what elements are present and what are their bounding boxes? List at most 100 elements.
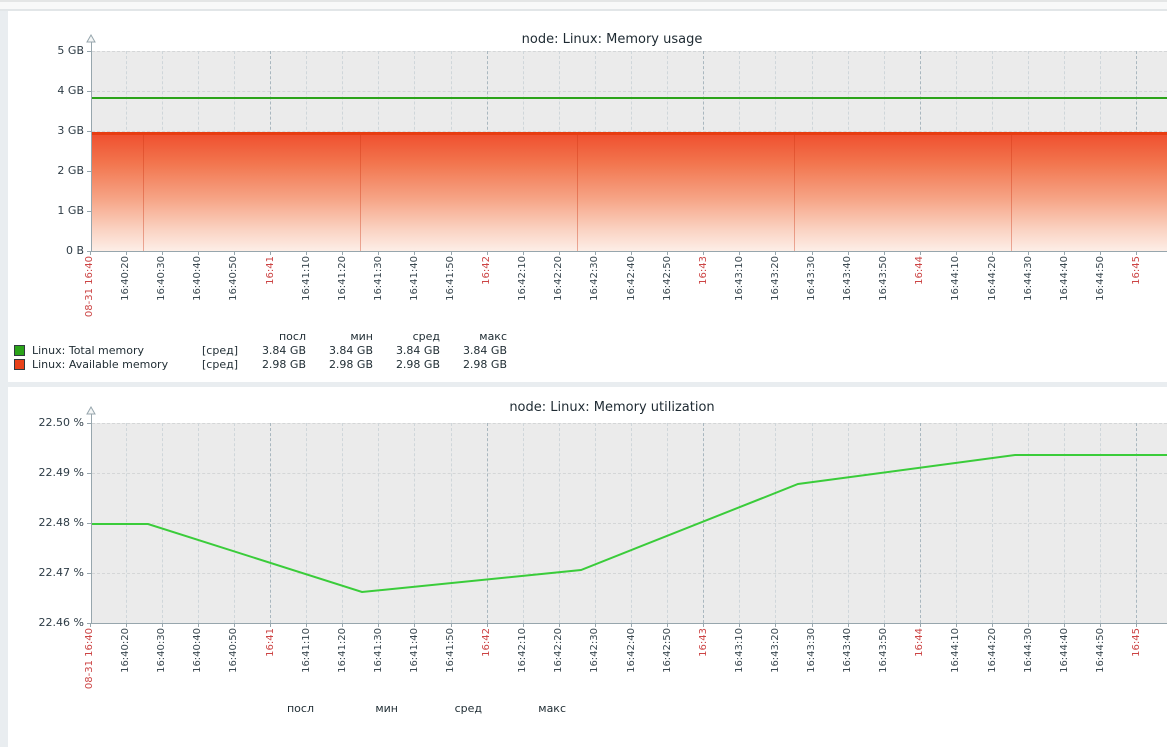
y-axis-label: 22.46 % bbox=[12, 616, 84, 630]
y-axis-tick bbox=[87, 91, 91, 92]
x-axis-tick bbox=[234, 624, 235, 627]
x-axis-label: 16:42:30 bbox=[588, 256, 601, 301]
x-axis-tick bbox=[162, 624, 163, 627]
gridline-vertical bbox=[342, 423, 343, 623]
legend-value: 3.84 GB bbox=[440, 344, 507, 357]
gridline-vertical bbox=[414, 423, 415, 623]
gridline-vertical bbox=[775, 423, 776, 623]
x-axis-label: 16:41:50 bbox=[444, 628, 457, 673]
gridline-horizontal bbox=[92, 91, 1167, 92]
x-axis-label: 16:44:40 bbox=[1058, 628, 1071, 673]
legend-header-cell: сред bbox=[373, 330, 440, 343]
x-axis-tick bbox=[1064, 252, 1065, 255]
gridline-vertical bbox=[595, 423, 596, 623]
x-axis-tick bbox=[342, 252, 343, 255]
x-axis-label: 16:44:40 bbox=[1058, 256, 1071, 301]
gridline-horizontal bbox=[92, 523, 1167, 524]
y-axis-tick bbox=[87, 251, 91, 252]
x-axis-label: 16:44:30 bbox=[1022, 256, 1035, 301]
x-axis-label: 16:45 bbox=[1130, 628, 1143, 657]
gridline-vertical bbox=[523, 423, 524, 623]
x-axis-tick bbox=[342, 624, 343, 627]
x-axis-label: 16:44:10 bbox=[949, 256, 962, 301]
x-axis-label: 16:41:40 bbox=[408, 256, 421, 301]
gridline-vertical bbox=[739, 423, 740, 623]
x-axis-label: 16:40:40 bbox=[191, 628, 204, 673]
x-axis-label: 16:44:50 bbox=[1094, 628, 1107, 673]
data-point-stripe bbox=[794, 135, 795, 252]
x-axis-label: 16:42:40 bbox=[625, 628, 638, 673]
x-axis-label: 16:41 bbox=[264, 256, 277, 285]
data-point-stripe bbox=[577, 135, 578, 252]
gridline-vertical bbox=[992, 423, 993, 623]
gridline-vertical bbox=[270, 423, 271, 623]
legend-color-swatch bbox=[14, 345, 25, 356]
y-axis-tick bbox=[87, 623, 91, 624]
legend-series-name: Linux: Available memory bbox=[32, 358, 168, 371]
x-axis-tick bbox=[884, 252, 885, 255]
x-axis-tick bbox=[739, 252, 740, 255]
x-axis-label: 16:41:30 bbox=[372, 256, 385, 301]
x-axis-label: 16:40:50 bbox=[227, 256, 240, 301]
x-axis-tick bbox=[920, 624, 921, 627]
x-axis-label: 16:43 bbox=[697, 256, 710, 285]
x-axis-tick bbox=[848, 252, 849, 255]
gridline-vertical bbox=[631, 423, 632, 623]
data-point-stripe bbox=[1011, 135, 1012, 252]
gridline-vertical bbox=[956, 423, 957, 623]
x-axis-tick bbox=[306, 252, 307, 255]
x-axis-label: 16:40:20 bbox=[119, 256, 132, 301]
x-axis-tick bbox=[451, 624, 452, 627]
x-axis-tick bbox=[414, 252, 415, 255]
gridline-vertical bbox=[234, 423, 235, 623]
memory-utilization-widget: node: Linux: Memory utilization 22.50 %2… bbox=[8, 387, 1167, 747]
y-axis-tick bbox=[87, 573, 91, 574]
x-axis-tick bbox=[162, 252, 163, 255]
x-axis-label: 16:42 bbox=[480, 256, 493, 285]
x-axis-tick bbox=[703, 624, 704, 627]
gridline-vertical bbox=[126, 423, 127, 623]
y-axis-label: 22.47 % bbox=[12, 566, 84, 580]
x-axis-label: 16:43:30 bbox=[805, 628, 818, 673]
memory-utilization-chart: 22.50 %22.49 %22.48 %22.47 %22.46 %08-31… bbox=[8, 387, 1167, 747]
legend-value: 3.84 GB bbox=[306, 344, 373, 357]
x-axis-label: 16:42 bbox=[480, 628, 493, 657]
x-axis-tick bbox=[378, 252, 379, 255]
gridline-vertical bbox=[812, 423, 813, 623]
legend-header-cell: мин bbox=[306, 330, 373, 343]
x-axis-label: 16:43:40 bbox=[841, 256, 854, 301]
y-axis-tick bbox=[87, 171, 91, 172]
y-axis-tick bbox=[87, 211, 91, 212]
legend-series-name: Linux: Total memory bbox=[32, 344, 144, 357]
x-axis-tick bbox=[126, 252, 127, 255]
x-axis-label: 16:43 bbox=[697, 628, 710, 657]
x-axis-tick bbox=[523, 252, 524, 255]
x-axis-label: 16:41:10 bbox=[300, 256, 313, 301]
x-axis-tick bbox=[487, 624, 488, 627]
y-axis-label: 5 GB bbox=[12, 44, 84, 58]
gridline-vertical bbox=[378, 423, 379, 623]
x-axis-tick bbox=[559, 252, 560, 255]
y-axis-label: 2 GB bbox=[12, 164, 84, 178]
gridline-vertical bbox=[559, 423, 560, 623]
gridline-vertical bbox=[848, 423, 849, 623]
x-axis-tick bbox=[920, 252, 921, 255]
x-axis-tick bbox=[848, 624, 849, 627]
legend-value: 2.98 GB bbox=[239, 358, 306, 371]
x-axis-label: 16:43:50 bbox=[877, 628, 890, 673]
x-axis-tick bbox=[703, 252, 704, 255]
y-axis-label: 4 GB bbox=[12, 84, 84, 98]
x-axis-tick bbox=[1136, 624, 1137, 627]
x-axis-tick bbox=[270, 252, 271, 255]
y-axis-label: 22.50 % bbox=[12, 416, 84, 430]
gridline-vertical bbox=[487, 423, 488, 623]
x-axis-label: 16:43:30 bbox=[805, 256, 818, 301]
gridline-vertical bbox=[1028, 423, 1029, 623]
legend-header-cell: макс bbox=[482, 702, 566, 715]
gridline-vertical bbox=[162, 423, 163, 623]
legend-header-cell: сред bbox=[398, 702, 482, 715]
x-axis-label: 16:43:40 bbox=[841, 628, 854, 673]
gridline-vertical bbox=[1064, 423, 1065, 623]
